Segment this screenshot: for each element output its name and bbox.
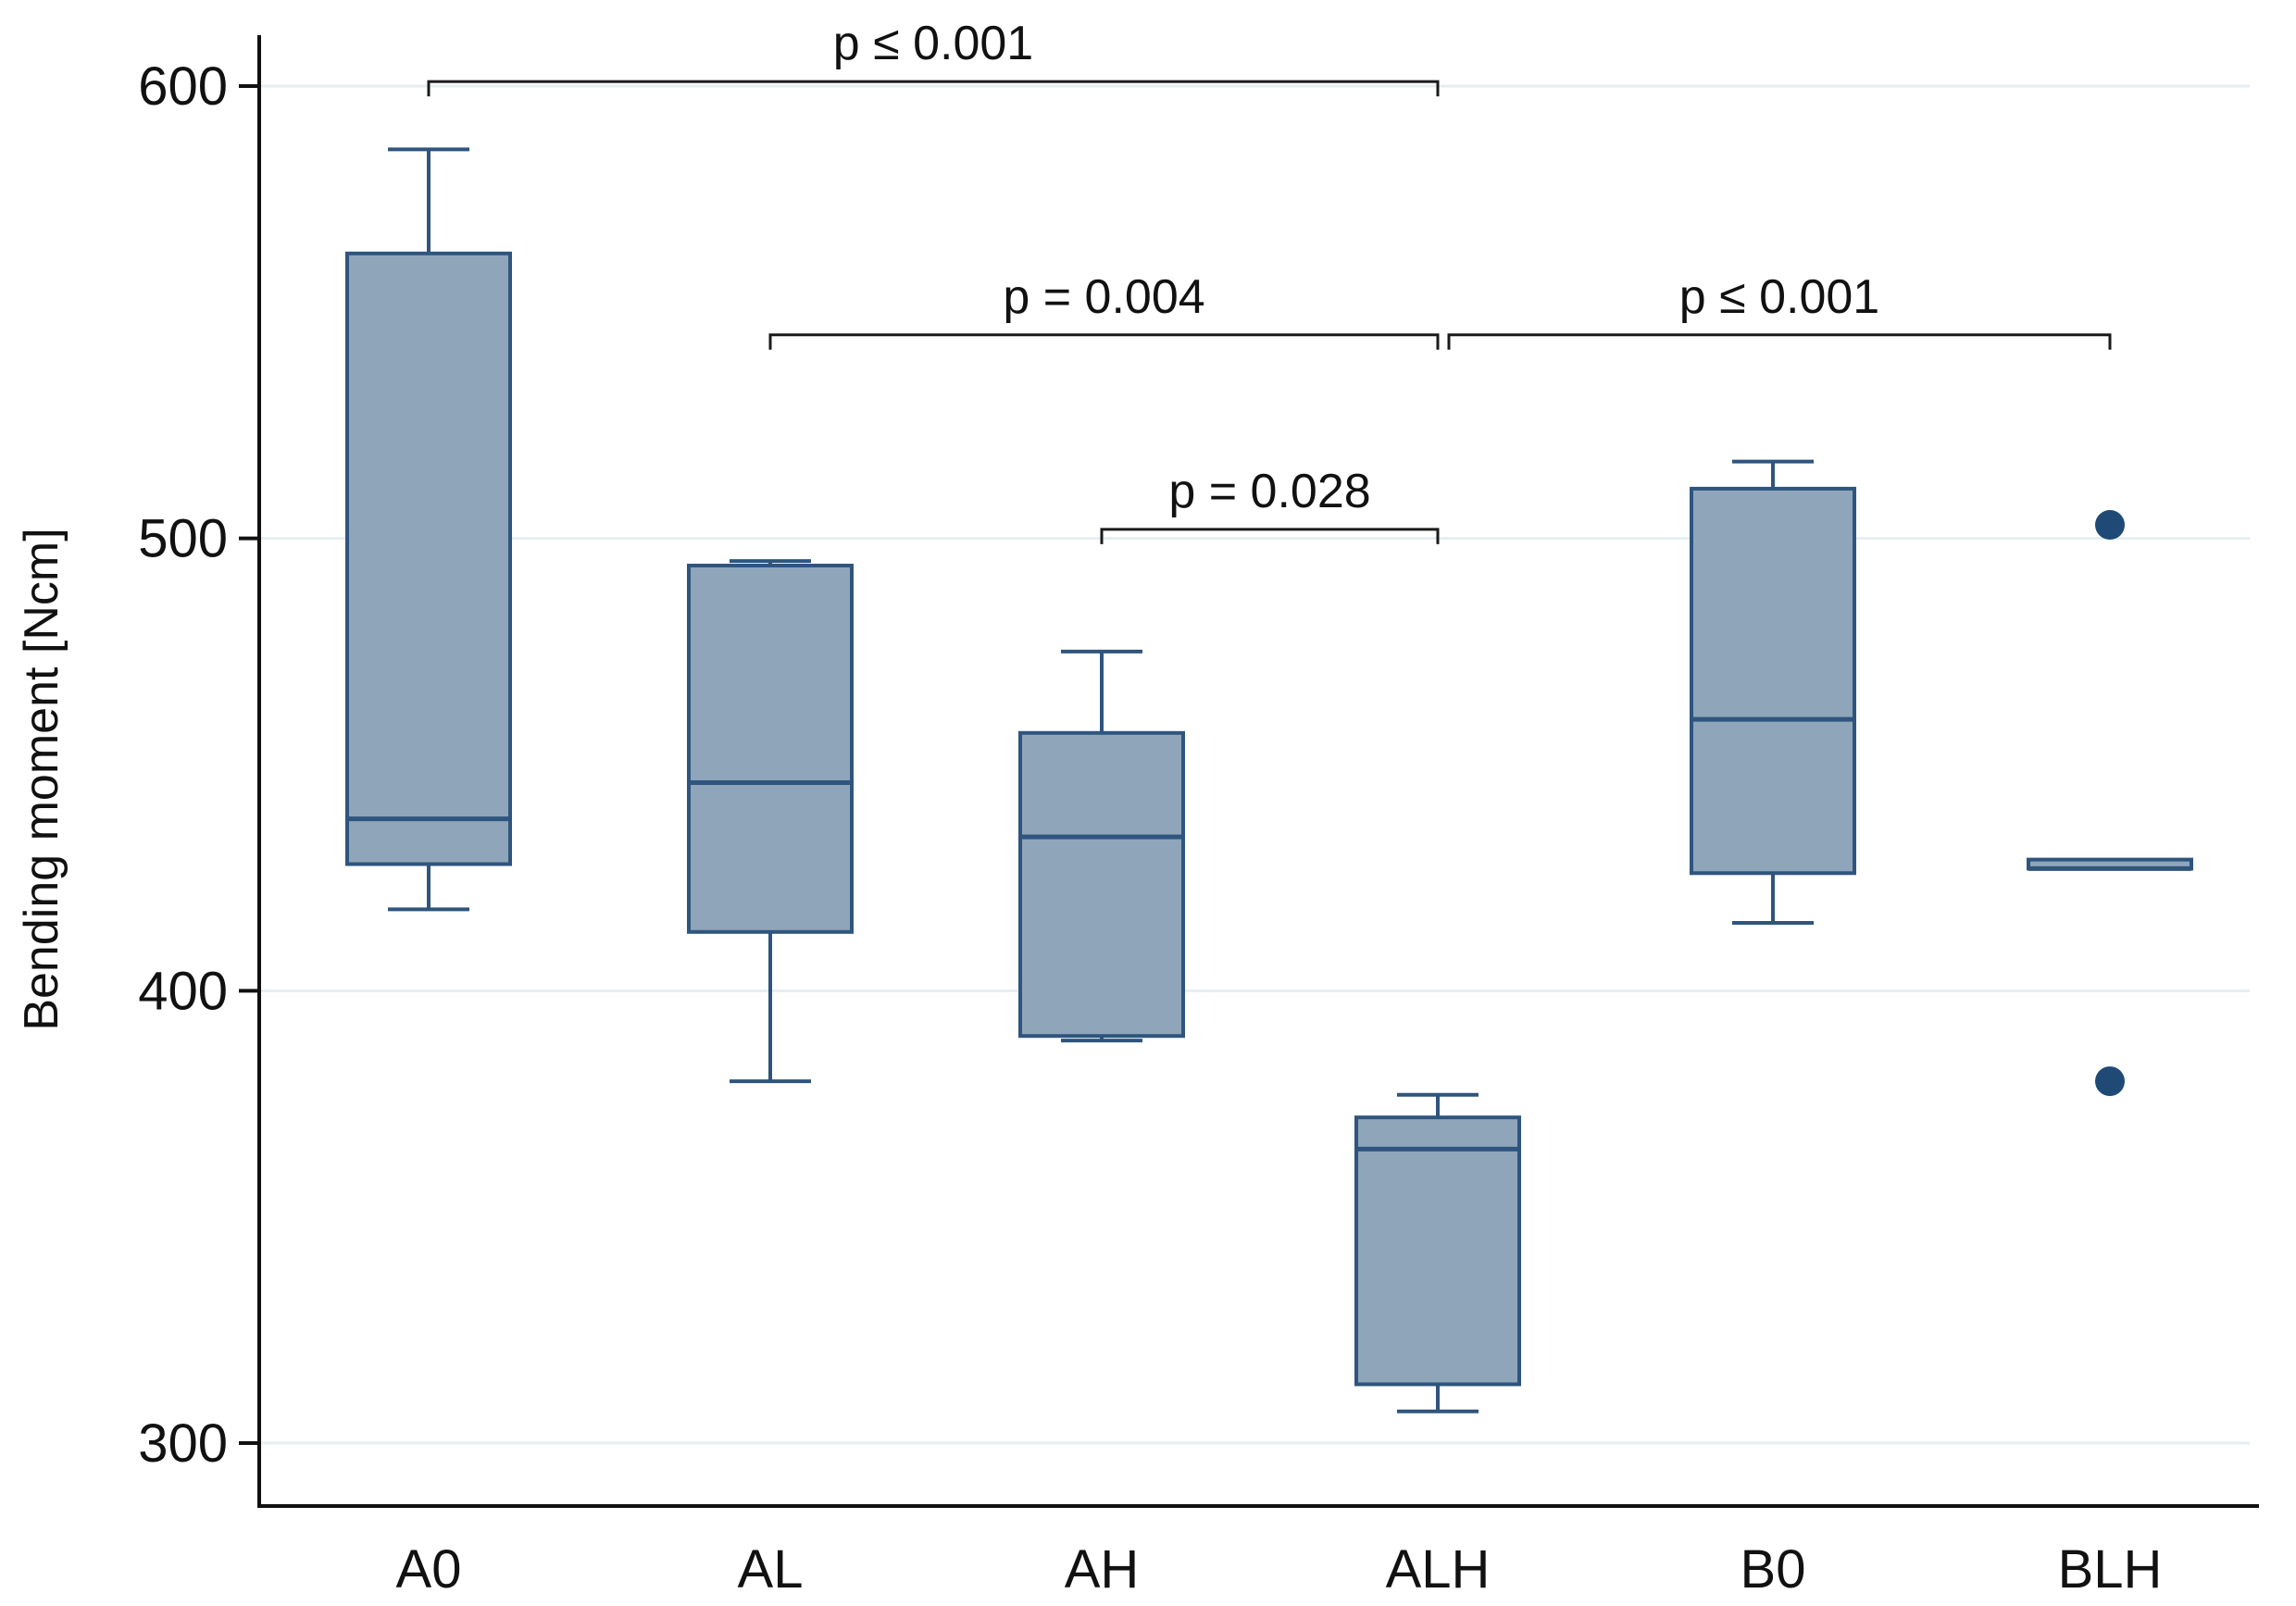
p-value-label: p ≤ 0.001 bbox=[1679, 270, 1879, 324]
box-ah bbox=[1018, 649, 1185, 1043]
p-value-label: p = 0.028 bbox=[1168, 465, 1370, 518]
axes bbox=[257, 35, 2259, 1508]
p-value-label: p ≤ 0.001 bbox=[833, 17, 1033, 70]
y-axis-title: Bending moment [Ncm] bbox=[15, 528, 69, 1030]
p-value-label: p = 0.004 bbox=[1003, 270, 1204, 324]
x-tick-label-ah: AH bbox=[1065, 1539, 1140, 1600]
significance-annotations: p ≤ 0.001 p = 0.004 p = 0.028 p ≤ 0.001 bbox=[427, 17, 2112, 544]
x-tick-label-al: AL bbox=[738, 1539, 804, 1600]
y-tick-label-300: 300 bbox=[138, 1413, 228, 1474]
x-tick-label-alh: ALH bbox=[1386, 1539, 1491, 1600]
significance-bracket-2: p = 0.004 bbox=[768, 270, 1440, 350]
x-tick-label-a0: A0 bbox=[396, 1539, 462, 1600]
y-tick-label-600: 600 bbox=[138, 56, 228, 117]
boxes bbox=[345, 147, 2193, 1413]
iqr-box bbox=[1018, 730, 1185, 1039]
y-tick-label-500: 500 bbox=[138, 509, 228, 569]
iqr-box bbox=[687, 563, 854, 934]
bracket-line bbox=[1447, 333, 2112, 350]
significance-bracket-1: p ≤ 0.001 bbox=[427, 17, 1440, 97]
box-alh bbox=[1354, 1092, 1521, 1413]
grid-lines bbox=[259, 84, 2250, 1445]
box-blh bbox=[2027, 510, 2193, 1097]
y-tick-label-400: 400 bbox=[138, 961, 228, 1021]
outlier-point bbox=[2095, 510, 2125, 541]
significance-bracket-4: p ≤ 0.001 bbox=[1447, 270, 2112, 350]
outlier-point bbox=[2095, 1066, 2125, 1097]
box-a0 bbox=[345, 147, 512, 912]
iqr-box bbox=[345, 251, 512, 866]
bracket-line bbox=[427, 80, 1440, 97]
x-tick-label-blh: BLH bbox=[2058, 1539, 2163, 1600]
bracket-line bbox=[768, 333, 1440, 350]
tick-labels: 300 400 500 600 A0 AL AH ALH B0 BLH bbox=[138, 56, 2162, 1600]
significance-bracket-3: p = 0.028 bbox=[1100, 465, 1440, 544]
box-b0 bbox=[1690, 459, 1856, 926]
iqr-box bbox=[1354, 1115, 1521, 1387]
iqr-box bbox=[1690, 486, 1856, 876]
box-al bbox=[687, 559, 854, 1084]
bracket-line bbox=[1100, 528, 1440, 544]
x-tick-label-b0: B0 bbox=[1741, 1539, 1806, 1600]
